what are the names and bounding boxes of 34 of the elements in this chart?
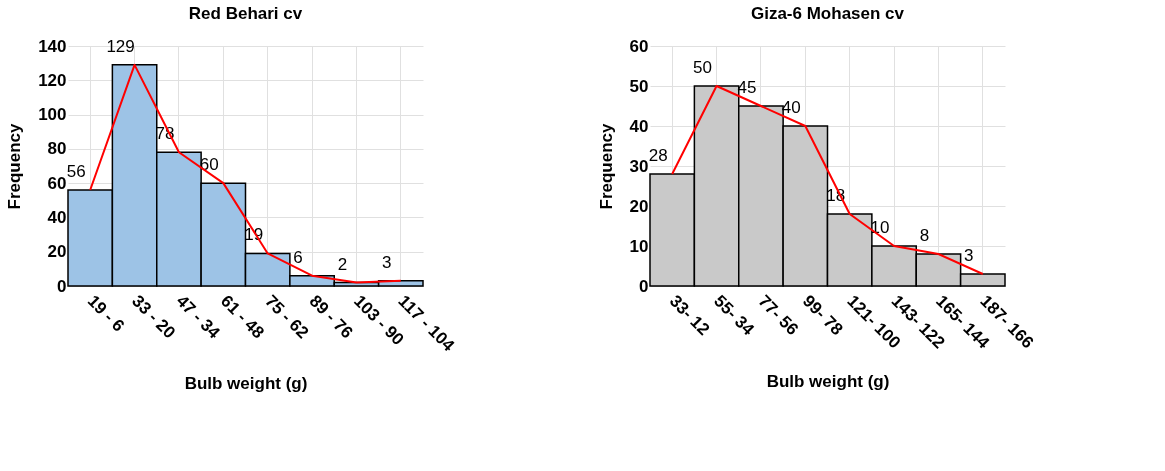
y-tick-label: 80 xyxy=(47,139,67,159)
y-tick-label: 30 xyxy=(629,156,649,176)
y-tick-label: 40 xyxy=(47,207,67,227)
data-label: 3 xyxy=(382,252,392,272)
x-tick-label: 19 - 6 xyxy=(83,291,129,336)
y-tick-label: 50 xyxy=(629,76,649,96)
data-label: 56 xyxy=(66,162,86,181)
y-tick-label: 60 xyxy=(629,36,649,56)
line-series xyxy=(89,63,402,284)
data-label: 28 xyxy=(648,146,668,165)
data-label: 129 xyxy=(106,36,135,56)
x-axis-title: Bulb weight (g) xyxy=(766,371,890,391)
data-label: 8 xyxy=(919,226,930,245)
chart-title: Giza-6 Mohasen cv xyxy=(750,4,905,23)
data-label: 40 xyxy=(781,98,801,117)
y-tick-label: 0 xyxy=(57,276,67,296)
y-tick-label: 40 xyxy=(629,116,649,136)
data-label: 3 xyxy=(964,246,974,265)
y-tick-label: 0 xyxy=(639,276,649,296)
y-tick-label: 20 xyxy=(47,242,67,262)
chart-title: Red Behari cv xyxy=(188,4,303,23)
data-label: 45 xyxy=(737,78,757,97)
y-tick-label: 100 xyxy=(38,105,67,125)
y-tick-label: 60 xyxy=(47,173,67,193)
x-axis-title: Bulb weight (g) xyxy=(184,374,308,394)
y-tick-label: 140 xyxy=(38,36,67,56)
y-tick-label: 20 xyxy=(629,196,649,216)
data-label: 50 xyxy=(693,58,713,77)
y-axis-title: Frequency xyxy=(596,122,616,210)
y-tick-label: 10 xyxy=(629,236,649,256)
y-axis-title: Frequency xyxy=(5,122,25,210)
data-label: 2 xyxy=(337,254,348,274)
data-label: 6 xyxy=(293,247,303,267)
y-tick-label: 120 xyxy=(38,70,67,90)
